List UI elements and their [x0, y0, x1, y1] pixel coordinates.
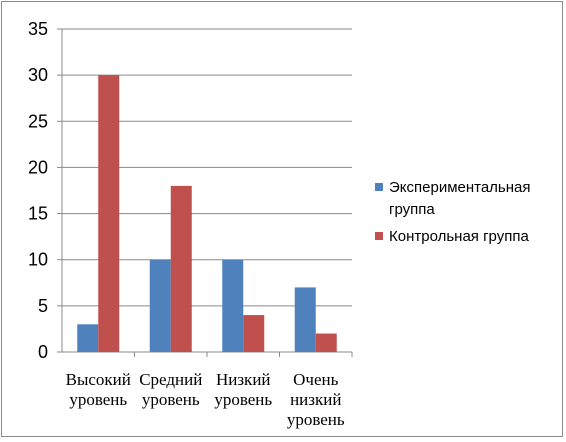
bar [222, 259, 244, 352]
bar [149, 259, 171, 352]
x-tick-label-line: уровень [142, 390, 200, 409]
legend-label-line: Экспериментальная [389, 179, 531, 196]
bar [98, 75, 120, 353]
x-tick-label-line: уровень [287, 410, 345, 429]
y-tick-label: 35 [28, 19, 48, 39]
chart-frame: 0 5 10 15 20 25 30 35 Высокий уровень Средний урове… [1, 1, 563, 437]
x-tick-label-line: уровень [214, 390, 272, 409]
x-tick-label: Высокий уровень [66, 370, 131, 409]
bar [294, 287, 316, 352]
y-tick-label: 5 [38, 296, 48, 316]
legend-label-line: группа [389, 201, 435, 218]
legend-label: Экспериментальная группа [389, 179, 531, 218]
x-tick-label: Очень низкий уровень [287, 370, 345, 429]
y-tick-label: 25 [28, 111, 48, 131]
x-tick-label: Низкий уровень [214, 370, 272, 409]
y-tick-label: 20 [28, 157, 48, 177]
x-tick-label-line: Очень [293, 370, 338, 389]
x-tick-label-line: уровень [69, 390, 127, 409]
y-tick-label: 15 [28, 204, 48, 224]
x-tick-label-line: Высокий [66, 370, 131, 389]
y-tick-label: 10 [28, 250, 48, 270]
bar [170, 185, 192, 352]
bar [77, 324, 99, 352]
legend-label-line: Контрольная группа [389, 228, 529, 245]
x-tick-label-line: Средний [139, 370, 202, 389]
x-tick-label-line: низкий [290, 390, 341, 409]
legend-label: Контрольная группа [389, 228, 529, 245]
y-tick-label: 30 [28, 65, 48, 85]
legend-swatch [375, 183, 383, 191]
y-tick-label: 0 [38, 342, 48, 362]
x-tick-label: Средний уровень [139, 370, 202, 409]
legend-swatch [375, 232, 383, 240]
bar [315, 333, 337, 352]
bar [243, 315, 265, 352]
x-tick-label-line: Низкий [216, 370, 271, 389]
